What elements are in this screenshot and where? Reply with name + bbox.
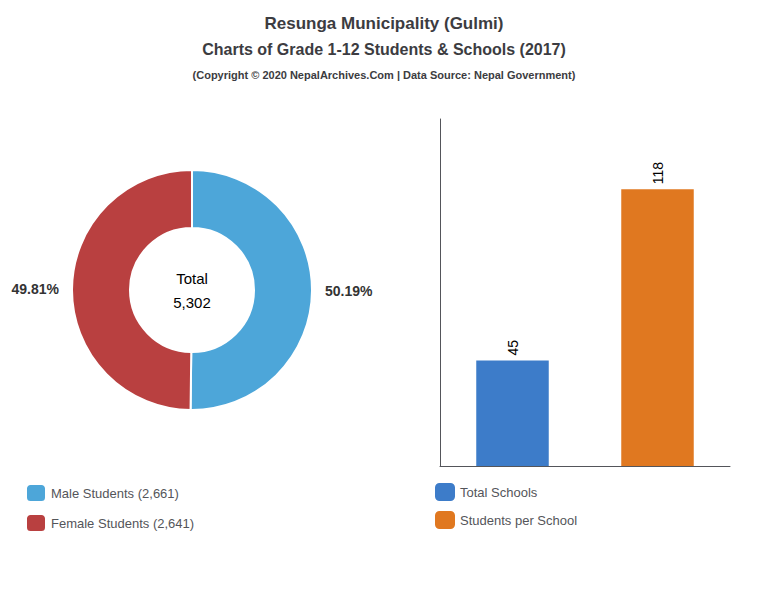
svg-text:Resunga Municipality (Gulmi): Resunga Municipality (Gulmi)	[265, 14, 504, 33]
svg-text:Total Schools: Total Schools	[460, 485, 538, 500]
svg-text:5,302: 5,302	[173, 294, 211, 311]
svg-text:49.81%: 49.81%	[12, 281, 60, 297]
svg-text:Female Students (2,641): Female Students (2,641)	[51, 516, 194, 531]
svg-text:Charts of Grade 1-12 Students: Charts of Grade 1-12 Students & Schools …	[202, 41, 566, 58]
svg-text:50.19%: 50.19%	[325, 283, 373, 299]
svg-text:118: 118	[650, 162, 666, 185]
svg-text:Male Students (2,661): Male Students (2,661)	[51, 486, 179, 501]
svg-text:(Copyright © 2020 NepalArchive: (Copyright © 2020 NepalArchives.Com | Da…	[193, 69, 576, 81]
svg-text:Total: Total	[176, 270, 208, 287]
svg-text:45: 45	[505, 340, 521, 356]
svg-text:Students per School: Students per School	[460, 513, 577, 528]
